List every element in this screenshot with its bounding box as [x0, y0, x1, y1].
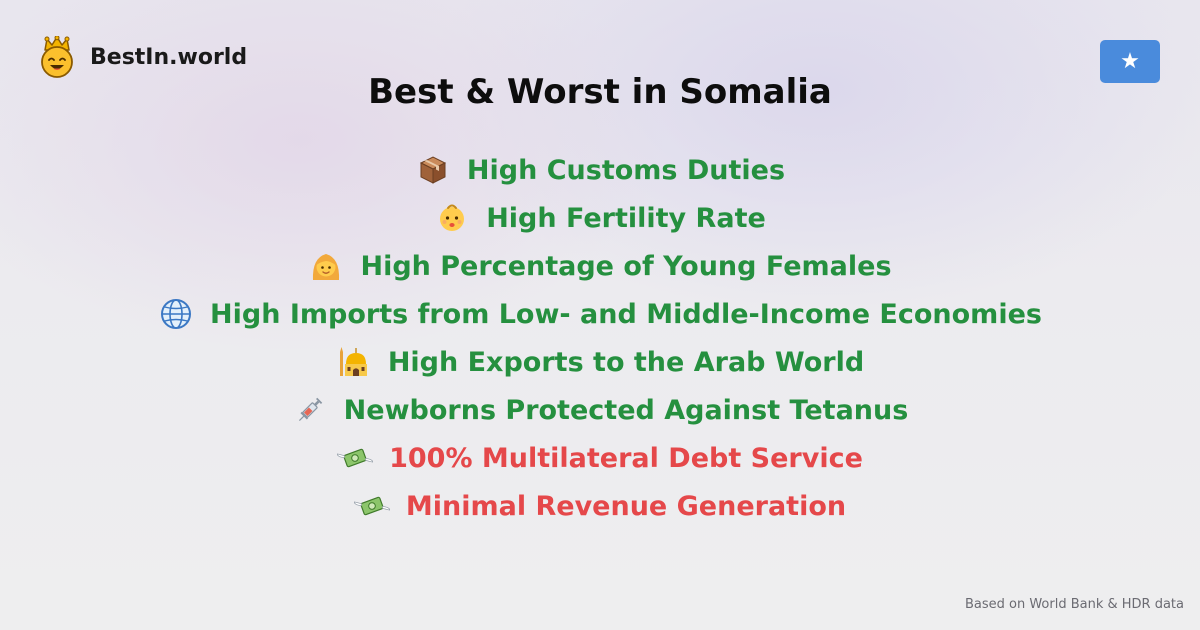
mosque-icon	[336, 344, 372, 380]
stat-label: High Imports from Low- and Middle-Income…	[210, 298, 1042, 330]
list-item[interactable]: High Customs Duties	[0, 146, 1200, 194]
list-item[interactable]: High Imports from Low- and Middle-Income…	[0, 290, 1200, 338]
list-item[interactable]: High Percentage of Young Females	[0, 242, 1200, 290]
list-item[interactable]: High Exports to the Arab World	[0, 338, 1200, 386]
source-note: Based on World Bank & HDR data	[964, 597, 1184, 612]
flag-button[interactable]: ★	[1100, 40, 1160, 83]
list-item[interactable]: Minimal Revenue Generation	[0, 482, 1200, 530]
stat-label: High Customs Duties	[466, 154, 786, 186]
stat-label: Minimal Revenue Generation	[405, 490, 847, 522]
brand[interactable]: BestIn.world	[38, 36, 247, 78]
page-title: Best & Worst in Somalia	[368, 72, 832, 112]
somalia-flag-icon: ★	[1120, 48, 1140, 74]
crowned-smiley-icon	[41, 36, 73, 78]
money-with-wings-icon	[337, 440, 374, 476]
baby-icon	[434, 200, 470, 236]
stats-list: High Customs Duties High Fertility Rate	[0, 146, 1200, 530]
package-icon	[415, 152, 451, 188]
stat-label: High Fertility Rate	[486, 202, 766, 234]
brand-name: BestIn.world	[90, 44, 248, 70]
stat-label: 100% Multilateral Debt Service	[389, 442, 863, 474]
stat-label: Newborns Protected Against Tetanus	[343, 394, 909, 426]
stat-label: High Exports to the Arab World	[387, 346, 865, 378]
young-woman-icon	[308, 248, 344, 284]
syringe-icon	[292, 392, 328, 428]
list-item[interactable]: High Fertility Rate	[0, 194, 1200, 242]
list-item[interactable]: Newborns Protected Against Tetanus	[0, 386, 1200, 434]
money-with-wings-icon	[353, 488, 390, 524]
list-item[interactable]: 100% Multilateral Debt Service	[0, 434, 1200, 482]
globe-icon	[158, 296, 194, 332]
stat-label: High Percentage of Young Females	[360, 250, 892, 282]
